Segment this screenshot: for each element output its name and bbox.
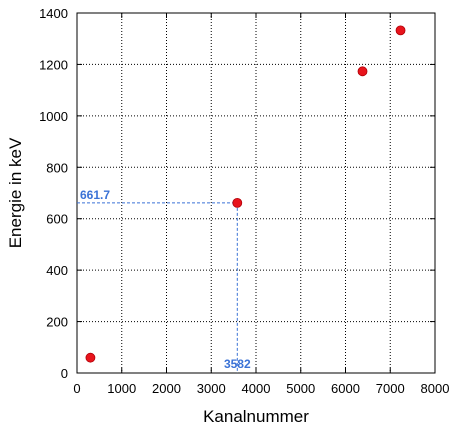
x-tick-label: 4000 [242, 381, 271, 396]
y-tick-label: 400 [46, 263, 68, 278]
x-tick-label: 5000 [286, 381, 315, 396]
x-tick-label: 6000 [331, 381, 360, 396]
x-tick-label: 1000 [107, 381, 136, 396]
x-annotation-label: 3582 [224, 357, 251, 371]
x-tick-label: 2000 [152, 381, 181, 396]
x-tick-label: 0 [73, 381, 80, 396]
x-axis-title: Kanalnummer [203, 407, 309, 426]
y-tick-label: 1000 [39, 109, 68, 124]
y-tick-label: 200 [46, 315, 68, 330]
y-tick-label: 1400 [39, 6, 68, 21]
axis-ticks: 0 1000 2000 3000 4000 5000 6000 7000 8000 0 200 400… [39, 6, 449, 396]
data-point [357, 66, 368, 77]
y-tick-label: 800 [46, 160, 68, 175]
y-tick-label: 600 [46, 212, 68, 227]
x-tick-label: 7000 [376, 381, 405, 396]
x-tick-label: 8000 [421, 381, 450, 396]
y-tick-label: 1200 [39, 57, 68, 72]
annotations: 661.7 3582 [77, 188, 251, 373]
y-axis-title: Energie in keV [6, 137, 25, 248]
data-point [395, 25, 406, 36]
data-point [232, 197, 243, 208]
y-tick-label: 0 [61, 366, 68, 381]
data-points [85, 25, 406, 363]
x-tick-label: 3000 [197, 381, 226, 396]
y-annotation-label: 661.7 [80, 188, 110, 202]
data-point [85, 352, 96, 363]
grid [77, 13, 435, 373]
